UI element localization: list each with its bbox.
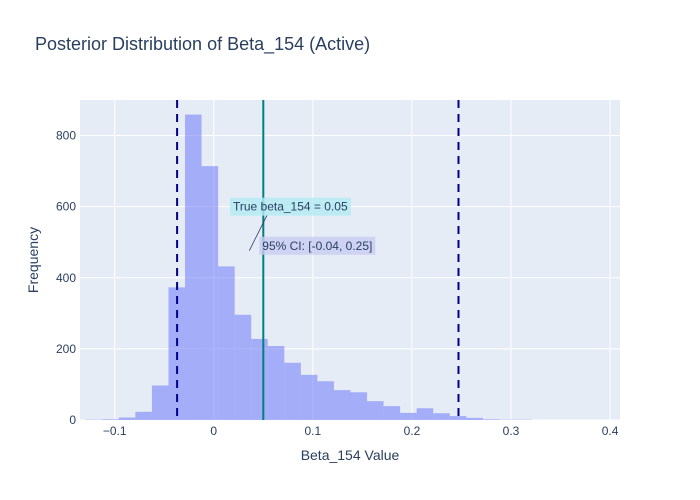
x-tick-label-4: 0.3 bbox=[503, 424, 520, 438]
y-axis-ticks: 0 200 400 600 800 bbox=[56, 129, 76, 427]
y-tick-label-2: 400 bbox=[56, 271, 76, 285]
histogram-bar-10 bbox=[251, 338, 268, 420]
histogram-bar-22 bbox=[449, 416, 467, 420]
plot-background bbox=[80, 100, 620, 420]
x-axis-title: Beta_154 Value bbox=[301, 447, 400, 463]
histogram-bar-23 bbox=[466, 417, 483, 420]
x-tick-label-2: 0.1 bbox=[305, 424, 322, 438]
y-tick-label-0: 0 bbox=[69, 413, 76, 427]
x-tick-label-3: 0.2 bbox=[404, 424, 421, 438]
histogram-bar-17 bbox=[367, 401, 384, 420]
x-tick-label-1: 0 bbox=[210, 424, 217, 438]
histogram-bar-21 bbox=[433, 413, 450, 420]
histogram-bar-2 bbox=[118, 417, 136, 420]
histogram-bars bbox=[85, 114, 533, 421]
y-axis-title: Frequency bbox=[25, 227, 41, 293]
y-tick-label-1: 200 bbox=[56, 342, 76, 356]
x-tick-label-0: −0.1 bbox=[103, 424, 127, 438]
histogram-bar-19 bbox=[400, 412, 417, 420]
y-tick-label-4: 800 bbox=[56, 129, 76, 143]
x-axis-ticks: −0.1 0 0.1 0.2 0.3 0.4 bbox=[103, 424, 619, 438]
true-value-annotation-box bbox=[229, 197, 351, 216]
chart-title: Posterior Distribution of Beta_154 (Acti… bbox=[35, 34, 370, 55]
histogram-bar-13 bbox=[300, 374, 318, 420]
ci-annotation: 95% CI: [-0.04, 0.25] bbox=[262, 239, 372, 253]
histogram-bar-11 bbox=[267, 346, 285, 420]
histogram-bar-6 bbox=[185, 114, 202, 421]
x-tick-label-5: 0.4 bbox=[602, 424, 619, 438]
histogram-bar-24 bbox=[482, 419, 500, 420]
ci-annotation-box bbox=[259, 236, 376, 255]
annotations: True beta_154 = 0.05 95% CI: [-0.04, 0.25… bbox=[229, 197, 376, 255]
histogram-bar-16 bbox=[350, 392, 368, 420]
histogram-bar-18 bbox=[383, 406, 401, 420]
histogram-bar-12 bbox=[284, 362, 301, 420]
vertical-lines bbox=[176, 100, 460, 420]
histogram-bar-14 bbox=[317, 381, 334, 420]
annotation-arrow bbox=[248, 214, 268, 251]
histogram-bar-20 bbox=[416, 408, 434, 420]
histogram-bar-4 bbox=[151, 385, 169, 420]
histogram-bar-7 bbox=[201, 166, 219, 420]
histogram-bar-15 bbox=[333, 390, 351, 420]
histogram-bar-1 bbox=[102, 419, 119, 420]
true-value-annotation: True beta_154 = 0.05 bbox=[233, 200, 348, 214]
histogram-bar-3 bbox=[135, 411, 152, 420]
histogram-bar-9 bbox=[234, 314, 252, 420]
histogram-bar-8 bbox=[218, 266, 235, 420]
y-tick-label-3: 600 bbox=[56, 200, 76, 214]
